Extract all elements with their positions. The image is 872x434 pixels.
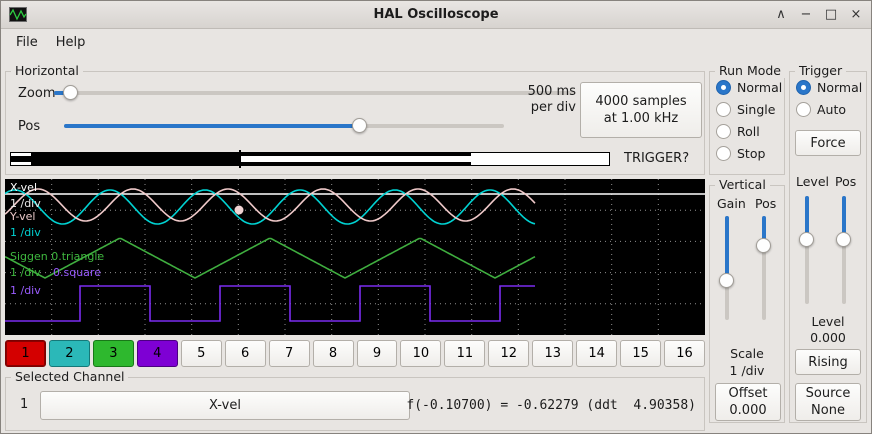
maximize-button[interactable]: □ [824,7,838,22]
scope-display: X-vel 1 /div Y-vel 1 /div Siggen 0.triangle 1… [5,179,705,335]
force-button[interactable]: Force [795,130,861,156]
gain-slider-thumb[interactable] [719,273,734,289]
timebase-readout: 500 ms per div [527,84,576,115]
app-icon [9,7,27,22]
scale-value: 1 /div [729,363,765,378]
channel-button-6[interactable]: 6 [224,340,266,367]
zoom-slider-thumb[interactable] [62,85,78,100]
trigger-status: TRIGGER? [624,151,690,166]
pos-slider[interactable] [64,118,504,134]
trace-cursor-dot [234,205,244,215]
channel-button-4[interactable]: 4 [136,340,178,367]
channel-button-5[interactable]: 5 [180,340,222,367]
channel-name-button[interactable]: X-vel [40,391,410,420]
vertical-pos-thumb[interactable] [756,238,771,254]
trigger-level-thumb[interactable] [799,232,814,248]
minimize-button[interactable]: − [800,7,812,22]
run-mode-stop-radio[interactable]: Stop [716,146,782,161]
channel-button-10[interactable]: 10 [400,340,442,367]
vertical-pos-label: Pos [755,196,777,211]
offset-button[interactable]: Offset 0.000 [715,383,781,421]
trigger-pos-slider[interactable] [836,196,852,304]
gain-slider[interactable] [719,216,735,320]
channel-button-row: 1 2 3 4 5 6 7 8 9 10 11 12 13 14 15 16 [5,340,705,367]
window-title: HAL Oscilloscope [373,7,499,22]
trigger-level-label: Level [796,174,829,189]
scope-channel-label: 1 /div [10,284,41,297]
trigger-pos-thumb[interactable] [836,232,851,248]
radio-dot [716,102,731,117]
scope-channel-label: X-vel [10,181,37,194]
run-mode-legend: Run Mode [715,63,785,78]
radio-dot [716,146,731,161]
scope-channel-label: 1 /div [10,266,41,279]
scope-channel-label: 0.square [53,266,101,279]
channel-button-14[interactable]: 14 [576,340,618,367]
pos-slider-thumb[interactable] [351,118,367,133]
scope-channel-label: Siggen 0.triangle [10,250,105,263]
scope-channel-label: 1 /div [10,197,41,210]
samples-button[interactable]: 4000 samples at 1.00 kHz [580,82,702,138]
zoom-slider[interactable] [54,85,574,101]
pos-label: Pos [18,119,41,134]
radio-dot [796,80,811,95]
channel-button-16[interactable]: 16 [664,340,705,367]
horizontal-legend: Horizontal [11,63,83,78]
selected-channel-panel: Selected Channel 1 X-vel f(-0.10700) = -… [5,369,705,431]
channel-button-7[interactable]: 7 [268,340,310,367]
vertical-legend: Vertical [715,177,770,192]
trigger-normal-radio[interactable]: Normal [796,80,862,95]
channel-button-11[interactable]: 11 [444,340,486,367]
trigger-panel: Trigger Normal Auto Force Level Pos Leve… [789,63,867,423]
radio-dot [796,102,811,117]
channel-button-3[interactable]: 3 [92,340,134,367]
vertical-pos-slider[interactable] [756,216,772,320]
radio-dot [716,80,731,95]
scope-channel-label: 1 /div [10,226,41,239]
run-mode-single-radio[interactable]: Single [716,102,782,117]
trigger-level-value: 0.000 [810,330,846,345]
trigger-pos-label: Pos [835,174,857,189]
record-view-window [31,153,471,165]
trigger-level-slider[interactable] [799,196,815,304]
menu-help[interactable]: Help [55,34,86,50]
trigger-legend: Trigger [795,63,847,78]
channel-button-9[interactable]: 9 [356,340,398,367]
vertical-panel: Vertical Gain Pos Scale 1 /div Offset 0.… [709,177,785,423]
menu-bar: File Help [1,29,871,55]
shade-button[interactable]: ∧ [776,7,786,22]
channel-button-12[interactable]: 12 [488,340,530,367]
run-mode-normal-radio[interactable]: Normal [716,80,782,95]
title-bar: HAL Oscilloscope ∧ − □ × [1,1,871,29]
trigger-auto-radio[interactable]: Auto [796,102,862,117]
record-fill [11,156,240,162]
record-position-bar[interactable] [10,150,610,168]
run-mode-roll-radio[interactable]: Roll [716,124,782,139]
channel-button-1[interactable]: 1 [5,340,46,367]
waveform-svg [5,179,705,335]
channel-value-readout: f(-0.10700) = -0.62279 (ddt 4.90358) [406,398,696,413]
channel-button-8[interactable]: 8 [312,340,354,367]
zoom-label: Zoom [18,86,56,101]
trigger-source-button[interactable]: Source None [795,383,861,421]
radio-dot [716,124,731,139]
gain-label: Gain [717,196,746,211]
channel-button-2[interactable]: 2 [48,340,90,367]
close-button[interactable]: × [850,7,862,22]
trigger-level-caption: Level [811,314,845,329]
menu-file[interactable]: File [16,34,38,50]
horizontal-panel: Horizontal Zoom 500 ms per div 4000 samp… [5,63,705,175]
scale-caption: Scale [730,346,764,361]
channel-button-13[interactable]: 13 [532,340,574,367]
run-mode-panel: Run Mode Normal Single Roll Stop [709,63,785,175]
trigger-position-tick [239,150,241,168]
trigger-edge-button[interactable]: Rising [795,349,861,375]
scope-channel-label: Y-vel [10,210,36,223]
selected-channel-number: 1 [20,397,29,412]
channel-button-15[interactable]: 15 [620,340,662,367]
selected-channel-legend: Selected Channel [11,369,129,384]
